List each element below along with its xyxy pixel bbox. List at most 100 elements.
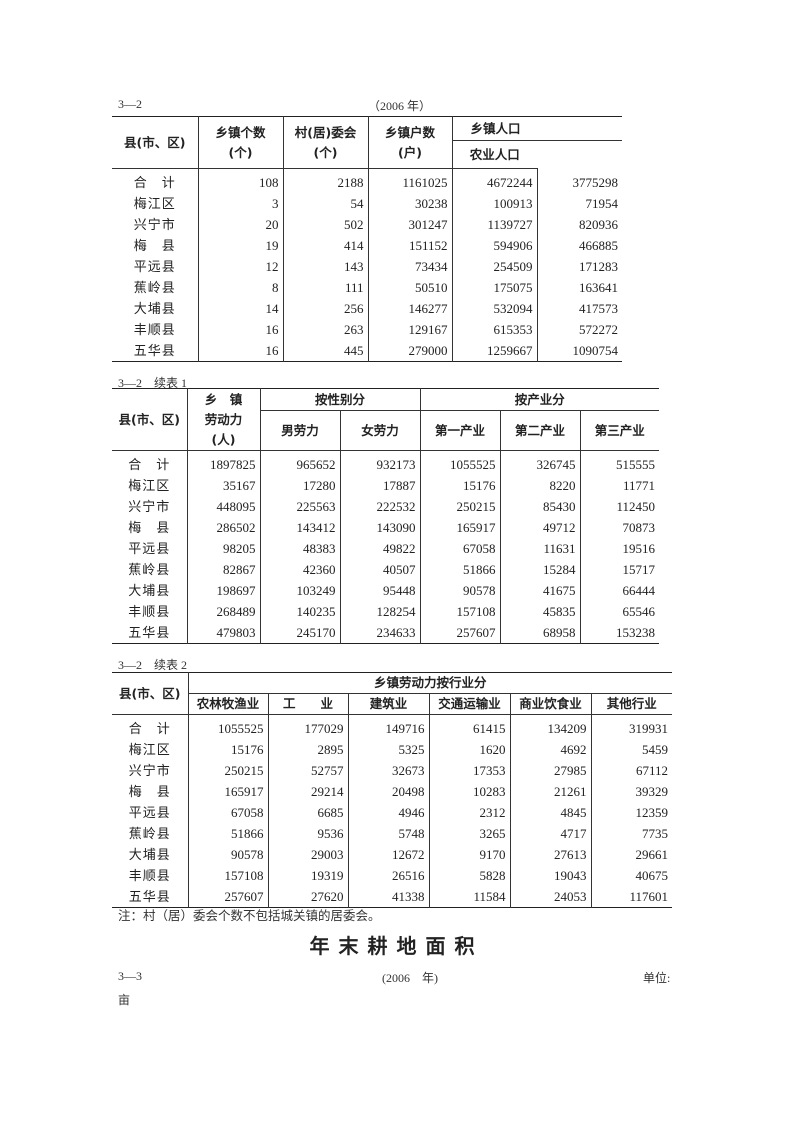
table-row: 蕉岭县 8 111 50510 175075 163641	[112, 277, 623, 298]
table-cell: 15717	[579, 559, 660, 580]
row-label: 蕉岭县	[128, 826, 171, 841]
row-label: 丰顺县	[128, 604, 171, 619]
table-cell: 177029	[267, 714, 348, 739]
table-cell: 414	[282, 235, 368, 256]
table-cell: 112450	[579, 496, 660, 517]
table-cell: 5748	[347, 823, 429, 844]
table-row: 平远县 67058 6685 4946 2312 4845 12359	[112, 802, 673, 823]
table-cell: 250215	[187, 760, 268, 781]
table-row: 平远县 12 143 73434 254509 171283	[112, 256, 623, 277]
table-cell: 17353	[428, 760, 510, 781]
header-county: 县(市、区)	[112, 116, 198, 169]
table2: 县(市、区) 乡 镇劳动力 (人) 按性别分 按产业分 男劳力 女劳力 第一产业 …	[112, 388, 660, 644]
table-cell: 40675	[590, 865, 673, 886]
table-cell: 165917	[187, 781, 268, 802]
row-label: 五华县	[128, 625, 171, 640]
row-label: 大埔县	[133, 301, 176, 316]
table-cell: 66444	[579, 580, 660, 601]
table-cell: 245170	[259, 622, 340, 644]
table-cell: 515555	[579, 450, 660, 475]
section2-label: 3—3	[118, 969, 142, 983]
row-label: 梅 县	[133, 238, 176, 253]
row-label: 五华县	[133, 343, 176, 358]
table-cell: 49712	[499, 517, 581, 538]
table-cell: 51866	[187, 823, 268, 844]
table-cell: 73434	[367, 256, 452, 277]
table-row: 梅 县 286502 143412 143090 165917 49712 70873	[112, 517, 660, 538]
header-agri-pop: 农业人口	[451, 140, 537, 169]
table-cell: 19319	[267, 865, 348, 886]
table-cell: 3775298	[536, 168, 623, 193]
table-cell: 19	[197, 235, 283, 256]
table-cell: 70873	[579, 517, 660, 538]
table1-label: 3—2	[118, 97, 142, 111]
table-cell: 29003	[267, 844, 348, 865]
header-by-sector: 乡镇劳动力按行业分	[187, 672, 673, 694]
table-cell: 29661	[590, 844, 673, 865]
header-population: 乡镇人口	[451, 116, 623, 141]
table-row: 梅 县 19 414 151152 594906 466885	[112, 235, 623, 256]
table-cell: 90578	[187, 844, 268, 865]
table-cell: 143090	[339, 517, 421, 538]
table-cell: 108	[197, 168, 283, 193]
table-cell: 2312	[428, 802, 510, 823]
table-cell: 52757	[267, 760, 348, 781]
table-row: 大埔县 90578 29003 12672 9170 27613 29661	[112, 844, 673, 865]
table-cell: 29214	[267, 781, 348, 802]
table-cell: 175075	[451, 277, 537, 298]
row-label: 大埔县	[128, 847, 171, 862]
table-cell: 163641	[536, 277, 623, 298]
table-cell: 2895	[267, 739, 348, 760]
table-row: 兴宁市 20 502 301247 1139727 820936	[112, 214, 623, 235]
table-cell: 51866	[419, 559, 501, 580]
table-cell: 17280	[259, 475, 340, 496]
table-cell: 417573	[536, 298, 623, 319]
table-cell: 134209	[509, 714, 591, 739]
table-cell: 14	[197, 298, 283, 319]
table-cell: 1139727	[451, 214, 537, 235]
table-cell: 30238	[367, 193, 452, 214]
table-row: 梅 县 165917 29214 20498 10283 21261 39329	[112, 781, 673, 802]
table-cell: 820936	[536, 214, 623, 235]
table-cell: 26516	[347, 865, 429, 886]
table-cell: 254509	[451, 256, 537, 277]
header-commerce: 商业饮食业	[509, 693, 591, 715]
table-cell: 1055525	[419, 450, 501, 475]
table-cell: 263	[282, 319, 368, 340]
table-cell: 615353	[451, 319, 537, 340]
table-cell: 12672	[347, 844, 429, 865]
table-cell: 68958	[499, 622, 581, 644]
table-cell: 103249	[259, 580, 340, 601]
table-cell: 61415	[428, 714, 510, 739]
table-cell: 326745	[499, 450, 581, 475]
table-cell: 250215	[419, 496, 501, 517]
table-cell: 100913	[451, 193, 537, 214]
table-cell: 67058	[419, 538, 501, 559]
table-cell: 82867	[186, 559, 260, 580]
table-cell: 1161025	[367, 168, 452, 193]
table-row: 蕉岭县 82867 42360 40507 51866 15284 15717	[112, 559, 660, 580]
table-cell: 16	[197, 340, 283, 362]
row-label: 五华县	[128, 889, 171, 904]
table2-label: 3—2 续表 1	[118, 376, 188, 390]
table-cell: 39329	[590, 781, 673, 802]
row-label: 梅江区	[128, 742, 171, 757]
header-male: 男劳力	[259, 410, 340, 451]
table-cell: 27985	[509, 760, 591, 781]
row-label: 梅江区	[128, 478, 171, 493]
table-cell: 594906	[451, 235, 537, 256]
table-cell: 3265	[428, 823, 510, 844]
table3-note: 注：村（居）委会个数不包括城关镇的居委会。	[118, 909, 381, 923]
section-title: 年末耕地面积	[309, 934, 484, 958]
table1-year: （2006 年）	[368, 99, 432, 113]
table-cell: 24053	[509, 886, 591, 908]
table-row: 大埔县 14 256 146277 532094 417573	[112, 298, 623, 319]
table-cell: 4946	[347, 802, 429, 823]
table-cell: 50510	[367, 277, 452, 298]
table-cell: 286502	[186, 517, 260, 538]
row-label: 梅 县	[128, 520, 171, 535]
table-cell: 42360	[259, 559, 340, 580]
table-cell: 85430	[499, 496, 581, 517]
row-label: 平远县	[128, 541, 171, 556]
table-cell: 268489	[186, 601, 260, 622]
